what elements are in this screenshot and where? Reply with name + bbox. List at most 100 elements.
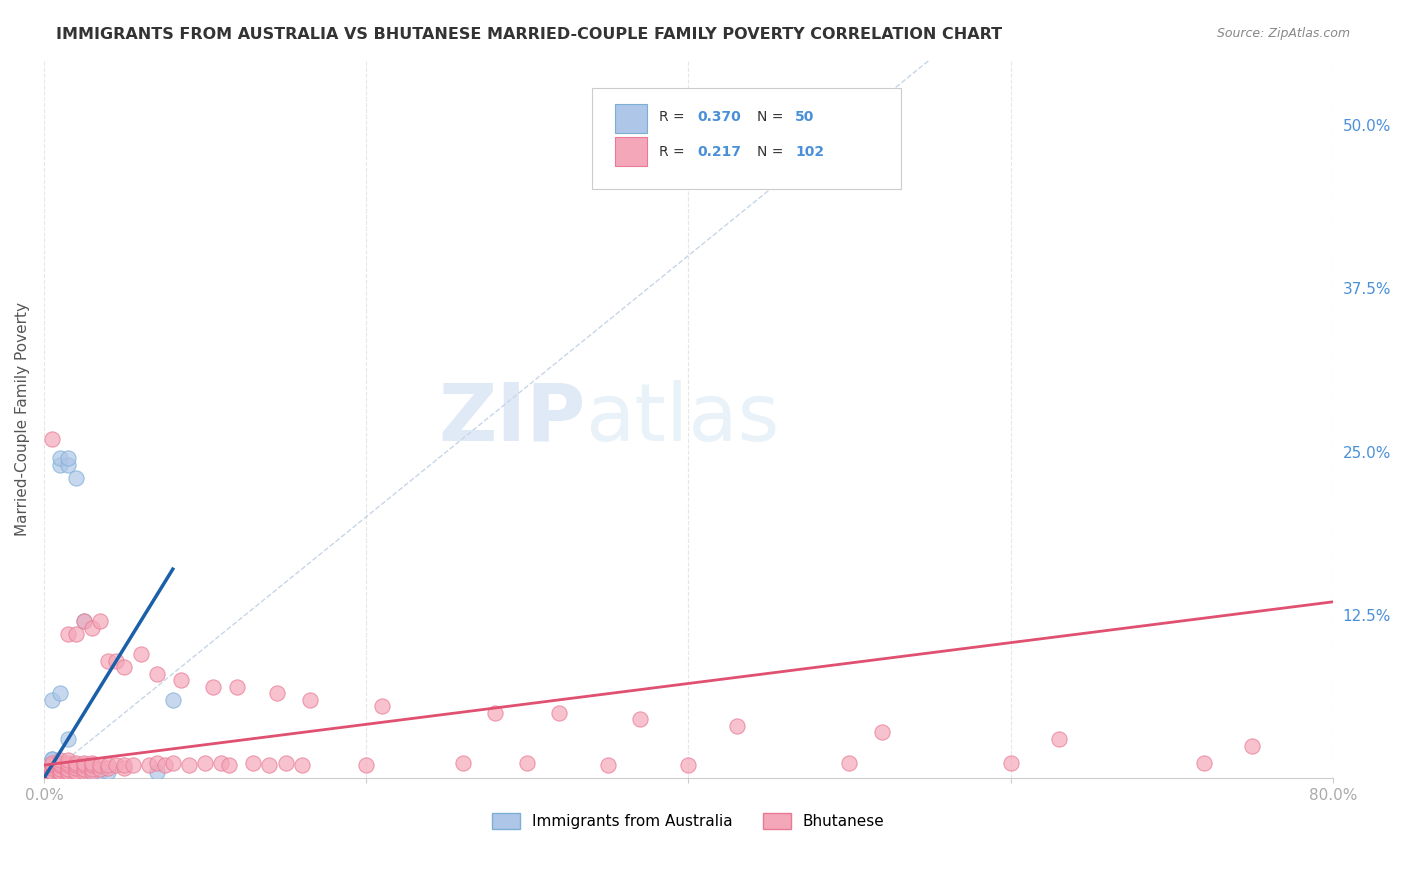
Point [274,756,297,770]
Point [41,771,63,785]
Point [97,758,120,772]
Point [105,758,128,772]
Y-axis label: Married-Couple Family Poverty: Married-Couple Family Poverty [15,301,30,536]
Point [49,686,72,700]
Point [41,758,63,772]
Point [371,699,394,714]
Point [49,771,72,785]
Point [451,756,474,770]
Point [49,764,72,779]
Point [354,758,377,772]
Point [97,761,120,775]
Point [73,758,96,772]
Point [65,471,87,485]
Text: 0.217: 0.217 [697,145,741,159]
Point [73,615,96,629]
Point [82,764,104,779]
Point [56,732,79,747]
Point [41,771,63,785]
Point [56,764,79,779]
Point [41,771,63,785]
Point [82,762,104,776]
Point [170,673,193,688]
Point [56,771,79,785]
Point [41,764,63,779]
Text: N =: N = [756,145,787,159]
Point [89,762,111,776]
Point [89,615,111,629]
Point [41,764,63,779]
Point [41,758,63,772]
Point [870,725,893,739]
FancyBboxPatch shape [592,88,901,189]
Point [41,771,63,785]
Point [41,771,63,785]
Point [49,758,72,772]
Point [49,764,72,779]
Point [242,756,264,770]
Point [145,756,167,770]
Point [41,771,63,785]
Point [114,761,136,775]
Point [73,764,96,779]
Point [209,756,232,770]
Point [162,693,184,707]
Point [49,771,72,785]
Point [56,771,79,785]
Point [89,764,111,779]
Point [41,751,63,765]
Point [73,764,96,779]
Point [145,666,167,681]
Point [41,771,63,785]
Point [49,764,72,779]
Point [153,758,176,772]
Point [49,753,72,767]
Point [65,756,87,770]
Point [484,706,506,720]
Point [41,771,63,785]
Point [41,764,63,779]
Point [162,756,184,770]
Point [41,693,63,707]
Point [49,762,72,776]
Text: atlas: atlas [585,380,779,458]
Point [41,764,63,779]
Point [56,458,79,472]
Point [41,761,63,775]
Point [65,627,87,641]
Point [89,758,111,772]
Point [41,758,63,772]
Point [41,771,63,785]
Point [41,771,63,785]
Point [259,758,281,772]
Point [41,771,63,785]
Point [41,771,63,785]
Text: N =: N = [756,110,787,124]
Point [49,771,72,785]
Text: Source: ZipAtlas.com: Source: ZipAtlas.com [1216,27,1350,40]
Point [1000,756,1022,770]
Point [41,771,63,785]
Text: IMMIGRANTS FROM AUSTRALIA VS BHUTANESE MARRIED-COUPLE FAMILY POVERTY CORRELATION: IMMIGRANTS FROM AUSTRALIA VS BHUTANESE M… [56,27,1002,42]
Point [41,771,63,785]
Point [218,758,240,772]
Text: 0.370: 0.370 [697,110,741,124]
Point [41,771,63,785]
Point [41,764,63,779]
Point [41,771,63,785]
Point [114,660,136,674]
Point [596,758,619,772]
Point [49,758,72,772]
Point [82,758,104,772]
Point [628,713,651,727]
Point [73,615,96,629]
Point [49,758,72,772]
Text: R =: R = [658,110,689,124]
Point [678,758,700,772]
Point [41,771,63,785]
Legend: Immigrants from Australia, Bhutanese: Immigrants from Australia, Bhutanese [486,807,890,835]
Text: 102: 102 [796,145,824,159]
Point [105,654,128,668]
Point [49,771,72,785]
Point [56,753,79,767]
